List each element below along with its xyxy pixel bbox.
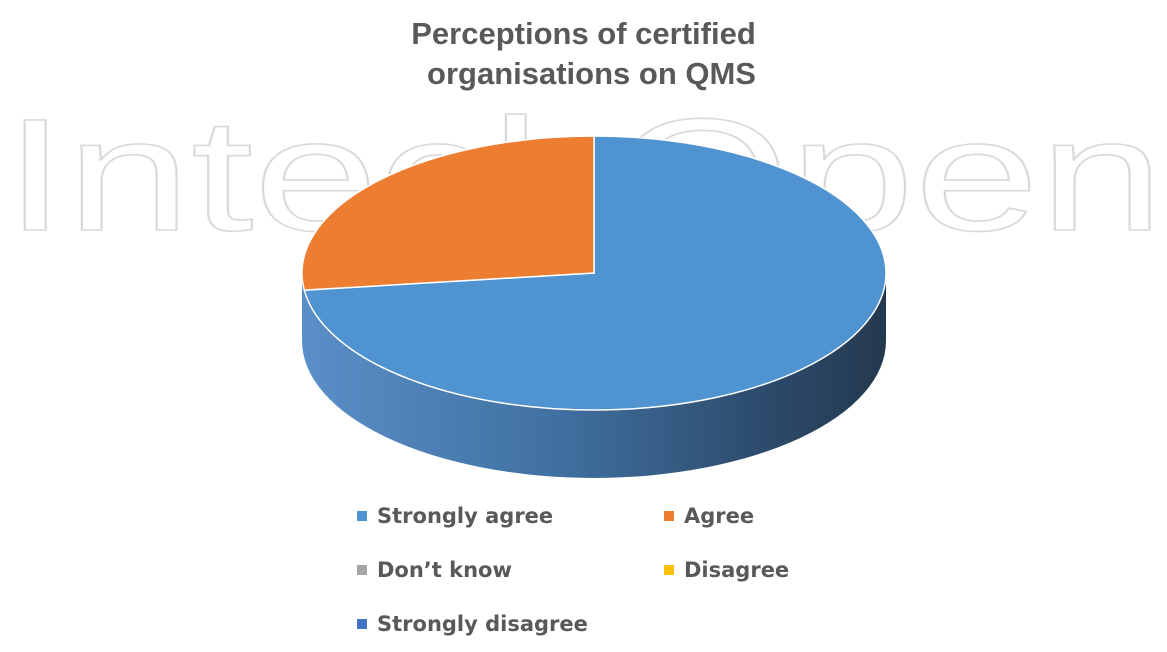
legend-label-don-t-know: Don’t know xyxy=(377,558,512,582)
legend-item-strongly-agree: Strongly agree xyxy=(357,501,553,531)
pie-slice-agree xyxy=(301,135,595,291)
legend-item-agree: Agree xyxy=(664,501,754,531)
legend-swatch-disagree xyxy=(664,565,674,575)
chart-title-line-2: organisations on QMS xyxy=(427,56,756,91)
pie-slice-strongly-agree xyxy=(303,135,887,411)
legend-item-disagree: Disagree xyxy=(664,555,789,585)
legend-item-strongly-disagree: Strongly disagree xyxy=(357,609,588,639)
legend-swatch-don-t-know xyxy=(357,565,367,575)
legend-label-agree: Agree xyxy=(684,504,755,528)
legend-label-strongly-agree: Strongly agree xyxy=(377,504,554,528)
legend-label-strongly-disagree: Strongly disagree xyxy=(377,612,588,636)
chart-title-line-1: Perceptions of certified xyxy=(411,16,756,51)
legend-swatch-strongly-disagree xyxy=(357,619,367,629)
legend-swatch-agree xyxy=(664,511,674,521)
legend-item-don-t-know: Don’t know xyxy=(357,555,512,585)
pie-side-wall xyxy=(302,273,886,478)
legend-swatch-strongly-agree xyxy=(357,511,367,521)
legend-label-disagree: Disagree xyxy=(684,558,790,582)
